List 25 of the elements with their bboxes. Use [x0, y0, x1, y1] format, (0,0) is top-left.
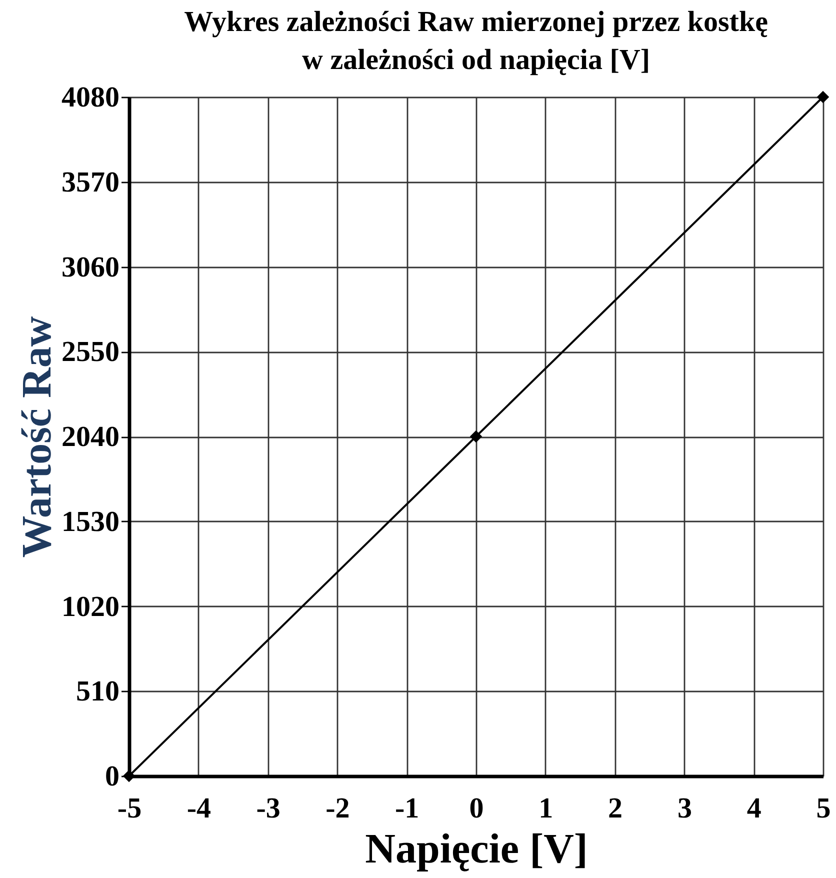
point — [470, 430, 482, 443]
x-tick-label: 1 — [538, 792, 554, 824]
chart-title: Wykres zależności Raw mierzonej przez kostkę w zależności od napięcia [V] — [184, 6, 768, 76]
x-tick-label: 2 — [608, 792, 623, 824]
x-tick-label: -3 — [256, 792, 280, 824]
x-axis-title: Napięcie [V] — [365, 826, 588, 872]
y-tick-label: 2550 — [62, 336, 120, 368]
x-tick-label: -5 — [117, 792, 142, 824]
y-tick-label: 3060 — [62, 251, 120, 284]
x-tick-label: 5 — [816, 792, 831, 824]
x-tick-label: 0 — [469, 792, 484, 824]
y-tick-label: 0 — [105, 760, 120, 792]
y-axis-title: Wartość Raw — [14, 316, 60, 558]
y-tick-label: 2040 — [62, 421, 120, 453]
point — [816, 90, 830, 104]
x-tick-label: -4 — [186, 792, 211, 824]
y-tick-label: 4080 — [62, 82, 120, 114]
x-tick-label: -2 — [326, 792, 350, 824]
y-tick-label: 510 — [76, 676, 120, 708]
y-tick-label: 1530 — [62, 506, 120, 538]
x-tick-label: 4 — [746, 792, 762, 824]
y-tick-label: 1020 — [62, 590, 120, 623]
x-tick-label: 3 — [677, 792, 692, 824]
y-tick-label: 3570 — [62, 166, 120, 198]
x-tick-label: -1 — [395, 792, 420, 824]
